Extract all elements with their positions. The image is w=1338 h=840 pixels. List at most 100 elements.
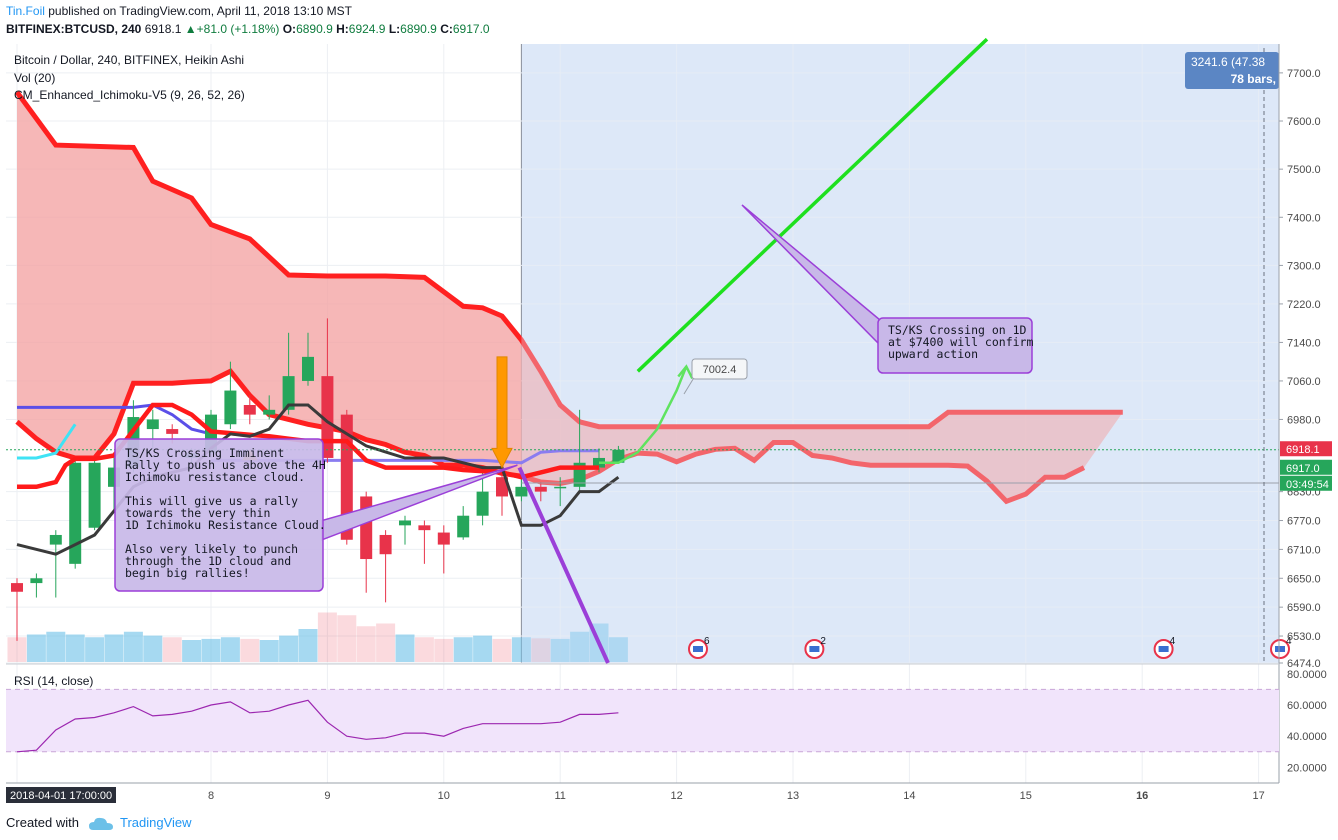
author-link[interactable]: Tin.Foil bbox=[6, 4, 45, 18]
volume-bar bbox=[143, 635, 163, 662]
candle-body bbox=[321, 376, 334, 458]
price-tick-label: 6710.0 bbox=[1287, 544, 1321, 556]
event-flag-stripe bbox=[1158, 646, 1169, 652]
event-flag-stripe bbox=[809, 646, 820, 652]
event-count: 2 bbox=[820, 636, 826, 647]
volume-bar bbox=[279, 635, 299, 662]
price-callout-box bbox=[691, 358, 748, 380]
annotation-text: through the 1D cloud and bbox=[125, 554, 291, 568]
price-axis-label: 03:49:54 bbox=[1286, 479, 1329, 491]
volume-bar bbox=[65, 634, 85, 662]
footer: Created with TradingView bbox=[6, 815, 192, 831]
candle-body bbox=[360, 496, 373, 560]
volume-bar bbox=[182, 640, 202, 662]
candle-body bbox=[476, 491, 489, 516]
volume-bar bbox=[259, 640, 279, 662]
candle-body bbox=[146, 419, 159, 430]
volume-bar bbox=[123, 631, 143, 662]
tenkan-sen-line bbox=[17, 402, 599, 490]
price-callout-text: 7002.4 bbox=[703, 364, 737, 376]
created-with-label: Created with bbox=[6, 815, 79, 830]
price-tick-label: 6650.0 bbox=[1287, 573, 1321, 585]
kijun-purple-line bbox=[211, 449, 599, 465]
volume-bar bbox=[376, 623, 396, 662]
volume-legend: Vol (20) bbox=[14, 71, 55, 85]
volume-bar bbox=[26, 634, 46, 662]
annotation-text: TS/KS Crossing on 1D bbox=[888, 323, 1027, 337]
down-arrow-icon bbox=[491, 356, 513, 469]
senkou-span-a-line bbox=[14, 90, 1123, 430]
price-axis-label-bg bbox=[1280, 475, 1332, 491]
annotation-pointer-line bbox=[517, 466, 610, 664]
volume-bar bbox=[492, 638, 512, 662]
annotation-text: Rally to push us above the 4H bbox=[125, 458, 326, 472]
rsi-legend: RSI (14, close) bbox=[14, 674, 93, 688]
annotation-text: TS/KS Crossing Imminent bbox=[125, 446, 284, 460]
volume-bar bbox=[608, 637, 628, 662]
close-label: C: bbox=[440, 22, 453, 36]
range-bars-text: 78 bars, bbox=[1231, 72, 1276, 86]
candle-body bbox=[554, 486, 567, 489]
annotation-text: Also very likely to punch bbox=[125, 542, 298, 556]
low-value: 6890.9 bbox=[400, 22, 437, 36]
annotation-box-1d-crossing bbox=[877, 317, 1033, 374]
event-count: 4 bbox=[1170, 636, 1176, 647]
volume-bar bbox=[550, 638, 570, 662]
volume-bar bbox=[7, 637, 27, 662]
volume-bar bbox=[453, 637, 473, 662]
volume-bar bbox=[85, 637, 105, 662]
price-tick-label: 6530.0 bbox=[1287, 631, 1321, 643]
annotation-text: begin big rallies! bbox=[125, 566, 250, 580]
candle-body bbox=[418, 525, 431, 531]
time-cursor-bg bbox=[6, 787, 116, 803]
volume-bar bbox=[531, 638, 551, 662]
last-price: 6918.1 bbox=[144, 22, 182, 36]
price-tick-label: 7060.0 bbox=[1287, 376, 1321, 388]
annotation-box-rally bbox=[114, 438, 324, 592]
chikou-span-line bbox=[17, 423, 77, 460]
price-tick-label: 6474.0 bbox=[1287, 658, 1321, 670]
event-flag-stripe bbox=[693, 646, 703, 652]
volume-bar bbox=[298, 629, 318, 662]
price-tick-label: 6980.0 bbox=[1287, 414, 1321, 426]
candle-body bbox=[166, 429, 179, 434]
rsi-tick-label: 60.0000 bbox=[1287, 700, 1327, 712]
price-tick-label: 6770.0 bbox=[1287, 516, 1321, 528]
candle-body bbox=[224, 390, 237, 425]
candle-body bbox=[302, 356, 314, 381]
up-arrow-icon: ▲ bbox=[184, 22, 197, 36]
candle-body bbox=[379, 534, 392, 555]
symbol-line: BITFINEX:BTCUSD, 240 6918.1 ▲+81.0 (+1.1… bbox=[6, 22, 490, 36]
event-count: 4 bbox=[1286, 636, 1292, 647]
volume-bar bbox=[201, 638, 221, 662]
tradingview-cloud-icon bbox=[88, 817, 113, 830]
price-tick-label: 7300.0 bbox=[1287, 260, 1321, 272]
volume-bar bbox=[104, 634, 124, 662]
volume-bar bbox=[414, 637, 434, 662]
candle-body bbox=[515, 486, 528, 497]
time-tick-label: 15 bbox=[1020, 790, 1032, 802]
range-measure-box bbox=[1185, 52, 1279, 89]
tradingview-link[interactable]: TradingView bbox=[120, 815, 192, 830]
green-arrow-path bbox=[599, 366, 688, 465]
candle-body bbox=[30, 578, 43, 584]
time-tick-label: 9 bbox=[324, 790, 330, 802]
volume-bar bbox=[162, 637, 182, 662]
high-label: H: bbox=[336, 22, 349, 36]
price-axis-label: 6918.1 bbox=[1286, 444, 1320, 456]
price-tick-label: 7140.0 bbox=[1287, 337, 1321, 349]
price-tick-label: 7600.0 bbox=[1287, 116, 1321, 128]
volume-bar bbox=[511, 637, 531, 662]
time-tick-label: 17 bbox=[1252, 790, 1264, 802]
candle-body bbox=[69, 462, 82, 564]
published-text: published on TradingView.com, April 11, … bbox=[48, 4, 352, 18]
rsi-tick-label: 80.0000 bbox=[1287, 669, 1327, 681]
candle-body bbox=[243, 405, 256, 415]
volume-bar bbox=[46, 631, 66, 662]
candle-body bbox=[496, 477, 508, 497]
high-value: 6924.9 bbox=[348, 22, 386, 36]
rsi-line bbox=[16, 699, 619, 753]
open-label: O: bbox=[282, 22, 297, 36]
time-tick-label: 8 bbox=[208, 790, 214, 802]
